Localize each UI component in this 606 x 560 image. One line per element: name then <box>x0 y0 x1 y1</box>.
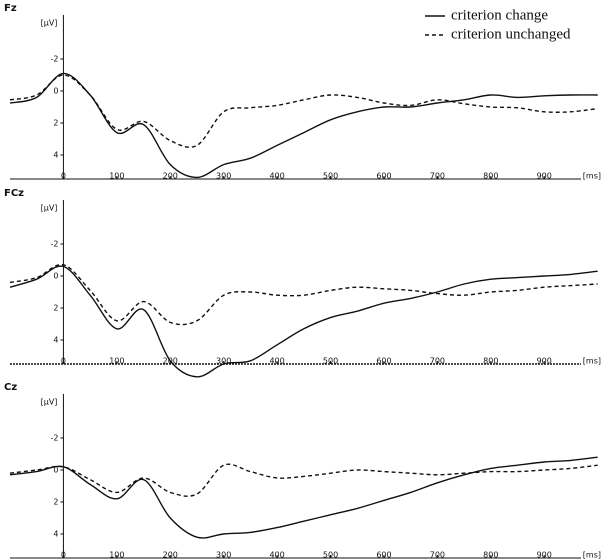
x-tick-label: 700 <box>430 172 445 181</box>
x-tick-label: 900 <box>537 551 552 560</box>
x-tick-label: 400 <box>269 357 284 366</box>
waveform <box>9 72 598 179</box>
y-tick-label: 2 <box>53 304 58 313</box>
x-tick-label: 700 <box>430 551 445 560</box>
x-tick-label: 600 <box>376 357 391 366</box>
x-tick-label: 100 <box>109 357 124 366</box>
x-tick-label: 0 <box>61 357 66 366</box>
y-tick-label: -2 <box>50 240 58 249</box>
panel-title: Cz <box>4 382 17 393</box>
x-axis-label: [ms] <box>583 172 601 181</box>
x-tick-label: 900 <box>537 172 552 181</box>
x-tick-label: 300 <box>216 551 231 560</box>
x-tick-label: 200 <box>163 551 178 560</box>
y-axis-label: [µV] <box>41 204 58 213</box>
waveform <box>9 456 598 539</box>
x-tick-label: 300 <box>216 172 231 181</box>
x-tick-label: 600 <box>376 551 391 560</box>
x-tick-label: 0 <box>61 172 66 181</box>
panel-title: FCz <box>4 188 24 199</box>
waveform <box>9 265 598 378</box>
x-tick-label: 500 <box>323 551 338 560</box>
panel-title: Fz <box>4 3 17 14</box>
y-tick-label: -2 <box>50 55 58 64</box>
x-axis-label: [ms] <box>583 551 601 560</box>
x-tick-label: 600 <box>376 172 391 181</box>
x-tick-label: 500 <box>323 357 338 366</box>
x-tick-label: 200 <box>163 172 178 181</box>
x-tick-label: 300 <box>216 357 231 366</box>
x-tick-label: 900 <box>537 357 552 366</box>
y-tick-label: 2 <box>53 498 58 507</box>
x-tick-label: 0 <box>61 551 66 560</box>
y-tick-label: 0 <box>53 87 58 96</box>
x-tick-label: 500 <box>323 172 338 181</box>
x-tick-label: 400 <box>269 551 284 560</box>
y-tick-label: 4 <box>53 530 58 539</box>
x-tick-label: 100 <box>109 551 124 560</box>
x-axis-label: [ms] <box>583 357 601 366</box>
y-tick-label: 4 <box>53 336 58 345</box>
y-tick-label: 0 <box>53 272 58 281</box>
x-tick-label: 800 <box>483 357 498 366</box>
legend-label: criterion unchanged <box>451 26 571 42</box>
x-tick-label: 800 <box>483 172 498 181</box>
legend-label: criterion change <box>451 7 548 23</box>
y-tick-label: 0 <box>53 466 58 475</box>
y-tick-label: 4 <box>53 151 58 160</box>
waveform <box>9 74 598 148</box>
x-tick-label: 800 <box>483 551 498 560</box>
waveform <box>9 463 598 497</box>
y-axis-label: [µV] <box>41 398 58 407</box>
x-tick-label: 700 <box>430 357 445 366</box>
y-tick-label: -2 <box>50 434 58 443</box>
y-axis-label: [µV] <box>41 19 58 28</box>
y-tick-label: 2 <box>53 119 58 128</box>
x-tick-label: 100 <box>109 172 124 181</box>
waveform <box>9 263 598 326</box>
x-tick-label: 400 <box>269 172 284 181</box>
